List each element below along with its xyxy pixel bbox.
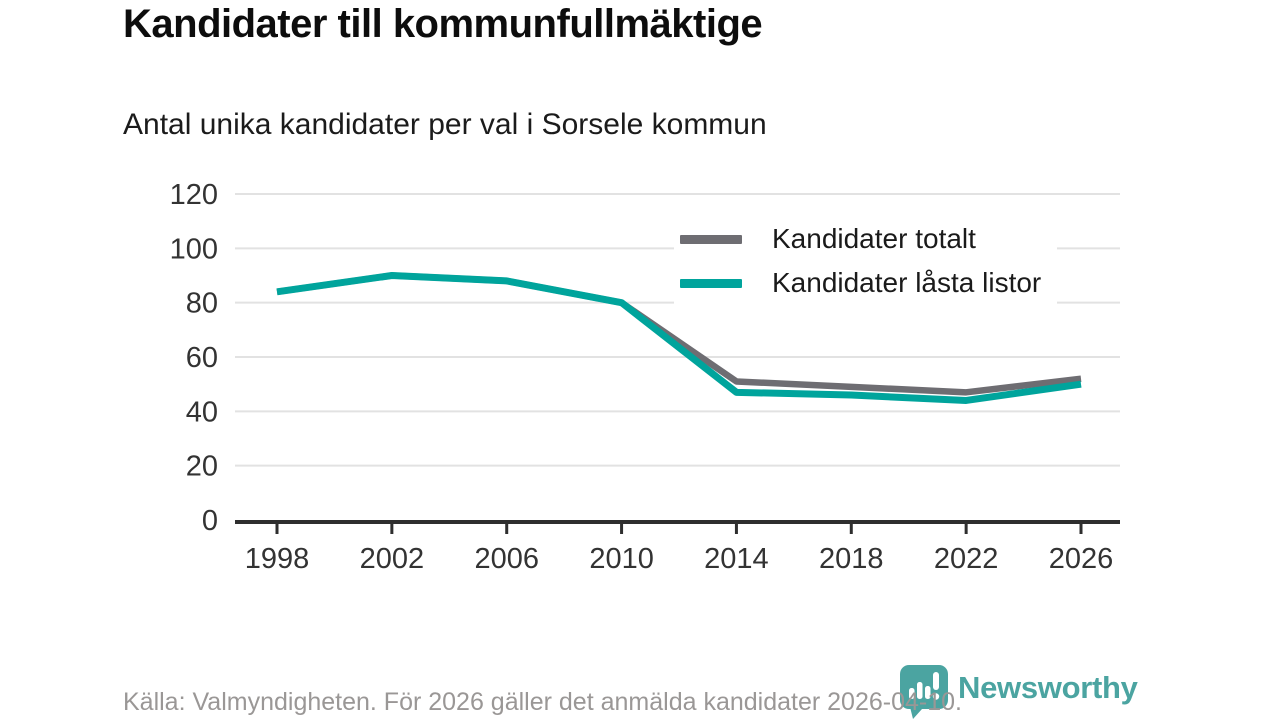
- chart-subtitle: Antal unika kandidater per val i Sorsele…: [123, 108, 767, 141]
- series-line-locked: [276, 272, 1082, 404]
- y-tick-label: 80: [186, 288, 218, 320]
- x-tick-label: 2006: [474, 543, 539, 575]
- source-note: Källa: Valmyndigheten. För 2026 gäller d…: [123, 688, 962, 716]
- x-tick-label: 1998: [245, 543, 310, 575]
- x-tick-label: 2002: [360, 543, 425, 575]
- newsworthy-logo: Newsworthy: [898, 664, 1138, 720]
- y-tick-label: 0: [202, 505, 218, 537]
- legend-line-swatch: [680, 278, 742, 288]
- legend-label: Kandidater totalt: [772, 223, 976, 254]
- chart-legend: Kandidater totalt Kandidater låsta listor: [674, 218, 1058, 306]
- newsworthy-logo-text: Newsworthy: [958, 670, 1138, 705]
- y-tick-label: 120: [170, 179, 218, 211]
- x-tick-label: 2010: [589, 543, 654, 575]
- x-tick-label: 2018: [819, 543, 884, 575]
- legend-line-swatch: [680, 234, 742, 244]
- page-title: Kandidater till kommunfullmäktige: [123, 2, 763, 46]
- axis-tick-labels: 0 20 40 60 80 100 120 1998 2002 2006 2010 2014 2018 2…: [170, 179, 1114, 575]
- x-tick-label: 2014: [704, 543, 769, 575]
- y-tick-label: 40: [186, 396, 218, 428]
- y-tick-label: 100: [170, 233, 218, 265]
- data-series: [276, 272, 1082, 404]
- x-tick-label: 2022: [934, 543, 999, 575]
- y-tick-label: 20: [186, 451, 218, 483]
- speech-bubble-bar-chart-icon: [900, 665, 948, 719]
- x-tick-label: 2026: [1049, 543, 1114, 575]
- axes: [235, 520, 1120, 534]
- legend-item: Kandidater totalt: [680, 222, 1041, 256]
- y-tick-label: 60: [186, 342, 218, 374]
- legend-label: Kandidater låsta listor: [772, 267, 1042, 298]
- legend-item: Kandidater låsta listor: [680, 266, 1041, 300]
